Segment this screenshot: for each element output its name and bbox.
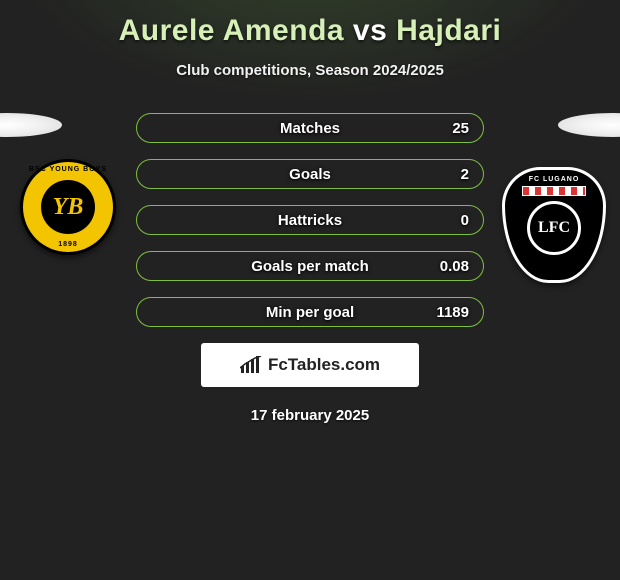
stat-bar: Hattricks 0	[136, 205, 484, 235]
player2-name: Hajdari	[396, 14, 501, 47]
club-badge-left: BSC YOUNG BOYS YB 1898	[20, 159, 118, 257]
source-site: FcTables.com	[268, 355, 380, 375]
left-banner-ellipse	[0, 113, 62, 137]
stat-bars: Matches 25 Goals 2 Hattricks 0 Goals per match…	[136, 113, 484, 327]
lugano-flag-band	[522, 186, 586, 196]
stat-value-right: 25	[452, 120, 469, 137]
comparison-title: Aurele Amenda vs Hajdari	[0, 0, 620, 48]
stat-value-right: 2	[461, 166, 469, 183]
stat-value-right: 0.08	[440, 258, 469, 275]
stat-label: Matches	[280, 120, 340, 137]
yb-monogram: YB	[41, 180, 95, 234]
stat-label: Hattricks	[278, 212, 342, 229]
stat-bar: Matches 25	[136, 113, 484, 143]
yb-arc-top: BSC YOUNG BOYS	[29, 166, 107, 173]
footer-date: 17 february 2025	[0, 407, 620, 424]
stat-label: Goals	[289, 166, 331, 183]
stat-value-right: 0	[461, 212, 469, 229]
lugano-shield: FC LUGANO LFC	[502, 167, 606, 283]
lugano-monogram: LFC	[527, 201, 581, 255]
stat-value-right: 1189	[436, 304, 469, 321]
yb-badge-outer: BSC YOUNG BOYS YB 1898	[20, 159, 116, 255]
stat-bar: Goals per match 0.08	[136, 251, 484, 281]
stat-bar: Min per goal 1189	[136, 297, 484, 327]
source-box: FcTables.com	[201, 343, 419, 387]
main-content: BSC YOUNG BOYS YB 1898 FC LUGANO LFC Mat…	[0, 113, 620, 424]
club-badge-right: FC LUGANO LFC	[502, 167, 600, 265]
lugano-badge-outer: FC LUGANO LFC	[502, 167, 606, 283]
stat-label: Min per goal	[266, 304, 354, 321]
player1-name: Aurele Amenda	[119, 14, 344, 47]
stat-bar: Goals 2	[136, 159, 484, 189]
stat-label: Goals per match	[251, 258, 369, 275]
vs-label: vs	[353, 14, 387, 47]
yb-arc-bottom: 1898	[58, 241, 78, 248]
lugano-top-text: FC LUGANO	[529, 176, 580, 183]
right-banner-ellipse	[558, 113, 620, 137]
yb-badge-ring: BSC YOUNG BOYS YB 1898	[23, 162, 113, 252]
subtitle: Club competitions, Season 2024/2025	[0, 62, 620, 79]
bar-chart-icon	[240, 356, 262, 374]
